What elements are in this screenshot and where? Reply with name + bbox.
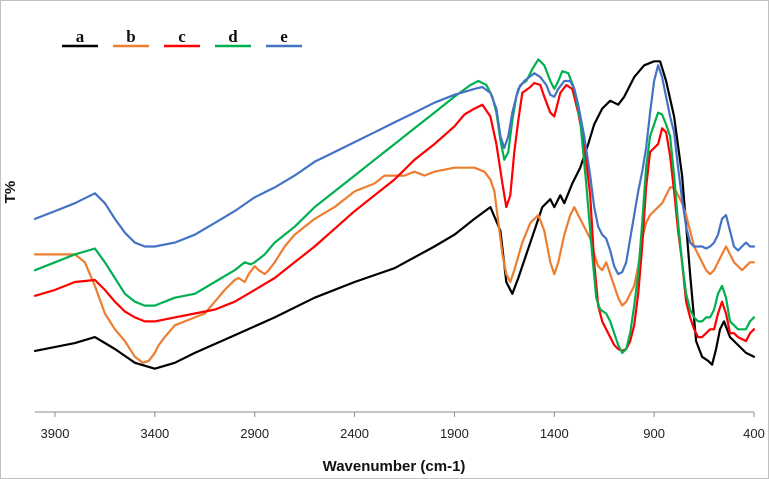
x-tick-label: 1400 [540,426,569,441]
x-tick-label: 2400 [340,426,369,441]
series-line-c [33,81,756,352]
legend: a b c d e [62,27,302,48]
x-tick-label: 400 [743,426,765,441]
legend-label-a: a [76,27,85,46]
x-axis-title: Wavenumber (cm-1) [323,458,466,475]
y-axis-title: T% [2,181,19,204]
legend-label-e: e [280,27,288,46]
x-tick-label: 3400 [140,426,169,441]
x-tick-layer: 3900 3400 2900 2400 1900 1400 900 400 [41,412,765,441]
series-layer [33,58,756,370]
series-line-e [33,64,756,276]
legend-label-d: d [228,27,238,46]
legend-label-b: b [126,27,135,46]
x-tick-label: 1900 [440,426,469,441]
series-line-d [33,58,756,354]
legend-label-c: c [178,27,186,46]
series-line-a [33,60,756,370]
x-tick-label: 900 [643,426,665,441]
x-tick-label: 3900 [41,426,70,441]
x-tick-label: 2900 [240,426,269,441]
